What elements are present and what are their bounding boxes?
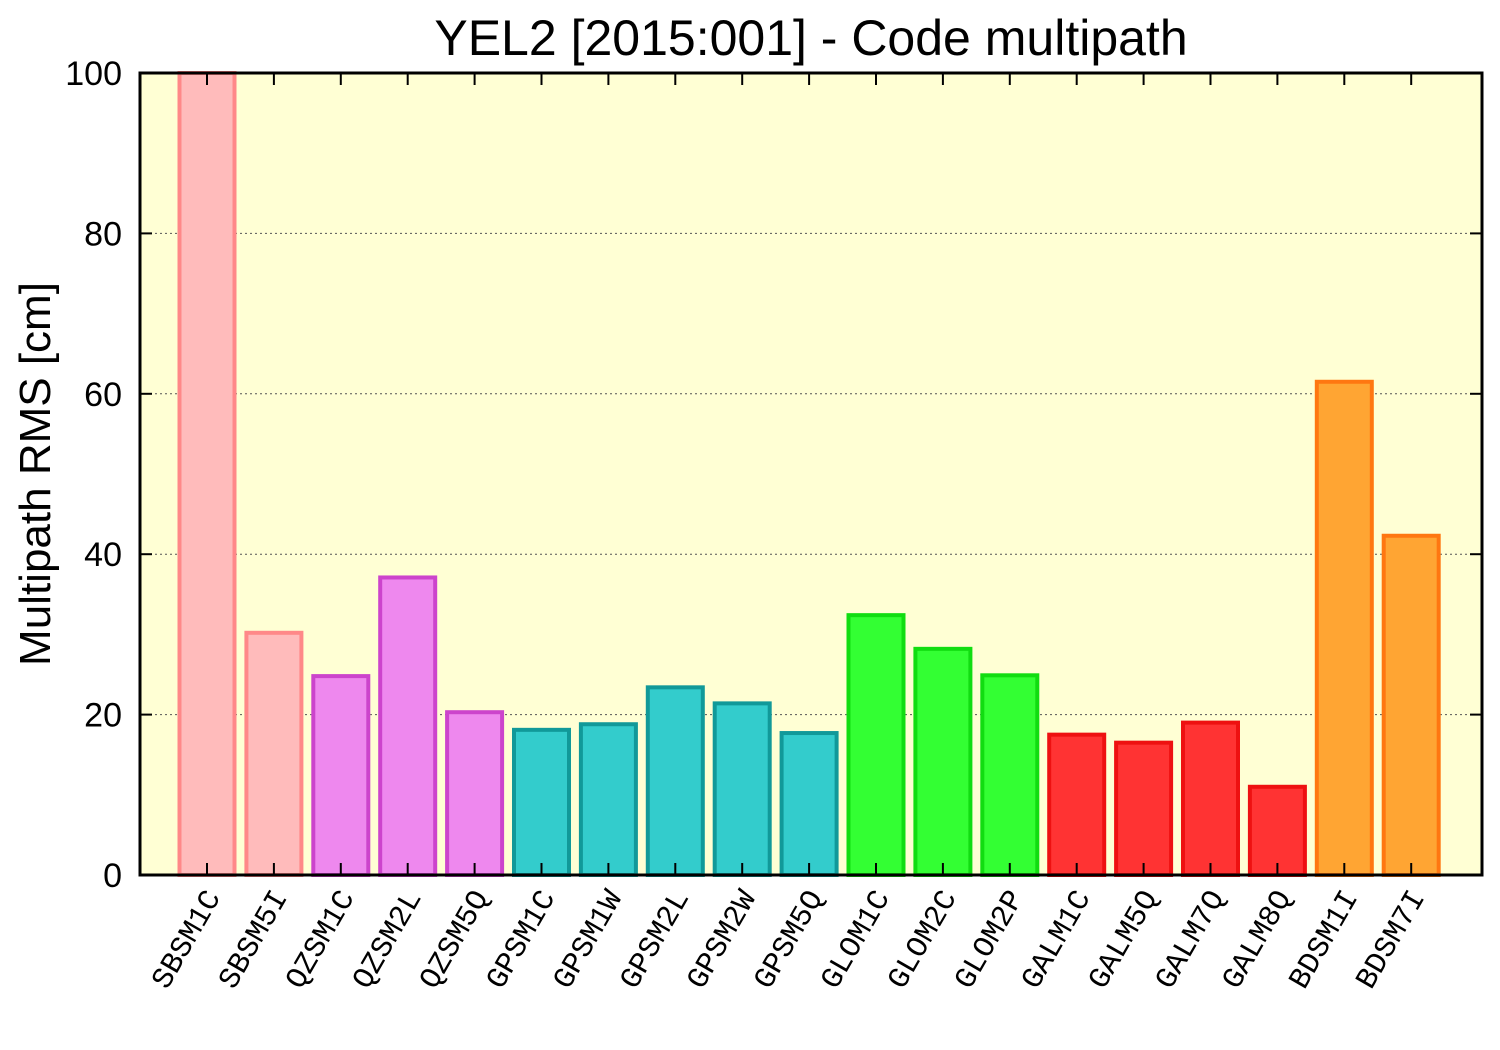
x-tick-labels: SBSM1CSBSM5IQZSM1CQZSM2LQZSM5QGPSM1CGPSM… bbox=[146, 885, 1434, 996]
bar-gpsm1c bbox=[512, 727, 571, 878]
bar-galm7q bbox=[1181, 720, 1240, 877]
y-tick-label: 60 bbox=[84, 376, 122, 414]
bar-qzsm5q bbox=[445, 710, 505, 877]
bar-qzsm1c bbox=[311, 674, 371, 877]
bar-sbsm5i bbox=[244, 630, 304, 878]
y-tick-label: 0 bbox=[103, 857, 122, 895]
bars bbox=[177, 71, 1441, 878]
bar-glom2p bbox=[980, 673, 1040, 877]
chart-title: YEL2 [2015:001] - Code multipath bbox=[434, 10, 1187, 66]
y-tick-label: 20 bbox=[84, 697, 122, 735]
bar-gpsm2l bbox=[645, 685, 705, 877]
bar-qzsm2l bbox=[378, 575, 438, 877]
y-axis-label: Multipath RMS [cm] bbox=[11, 282, 60, 666]
bar-gpsm5q bbox=[779, 731, 839, 878]
bar-gpsm1w bbox=[578, 722, 638, 877]
bar-galm1c bbox=[1047, 732, 1107, 878]
y-tick-label: 40 bbox=[84, 536, 122, 574]
y-tick-label: 100 bbox=[65, 55, 122, 93]
y-tick-labels: 0 20 40 60 80 100 bbox=[65, 55, 122, 895]
bar-bdsm1i bbox=[1314, 379, 1374, 877]
bar-glom1c bbox=[846, 613, 906, 877]
bar-sbsm1c bbox=[177, 71, 237, 877]
bar-galm8q bbox=[1247, 784, 1307, 878]
grid-lines bbox=[140, 232, 1482, 716]
plot-frame bbox=[138, 71, 1484, 877]
y-tick-label: 80 bbox=[84, 215, 122, 253]
bar-glom2c bbox=[913, 646, 973, 877]
bar-bdsm7i bbox=[1381, 533, 1441, 878]
bar-gpsm2w bbox=[712, 701, 772, 878]
bar-galm5q bbox=[1114, 740, 1174, 877]
